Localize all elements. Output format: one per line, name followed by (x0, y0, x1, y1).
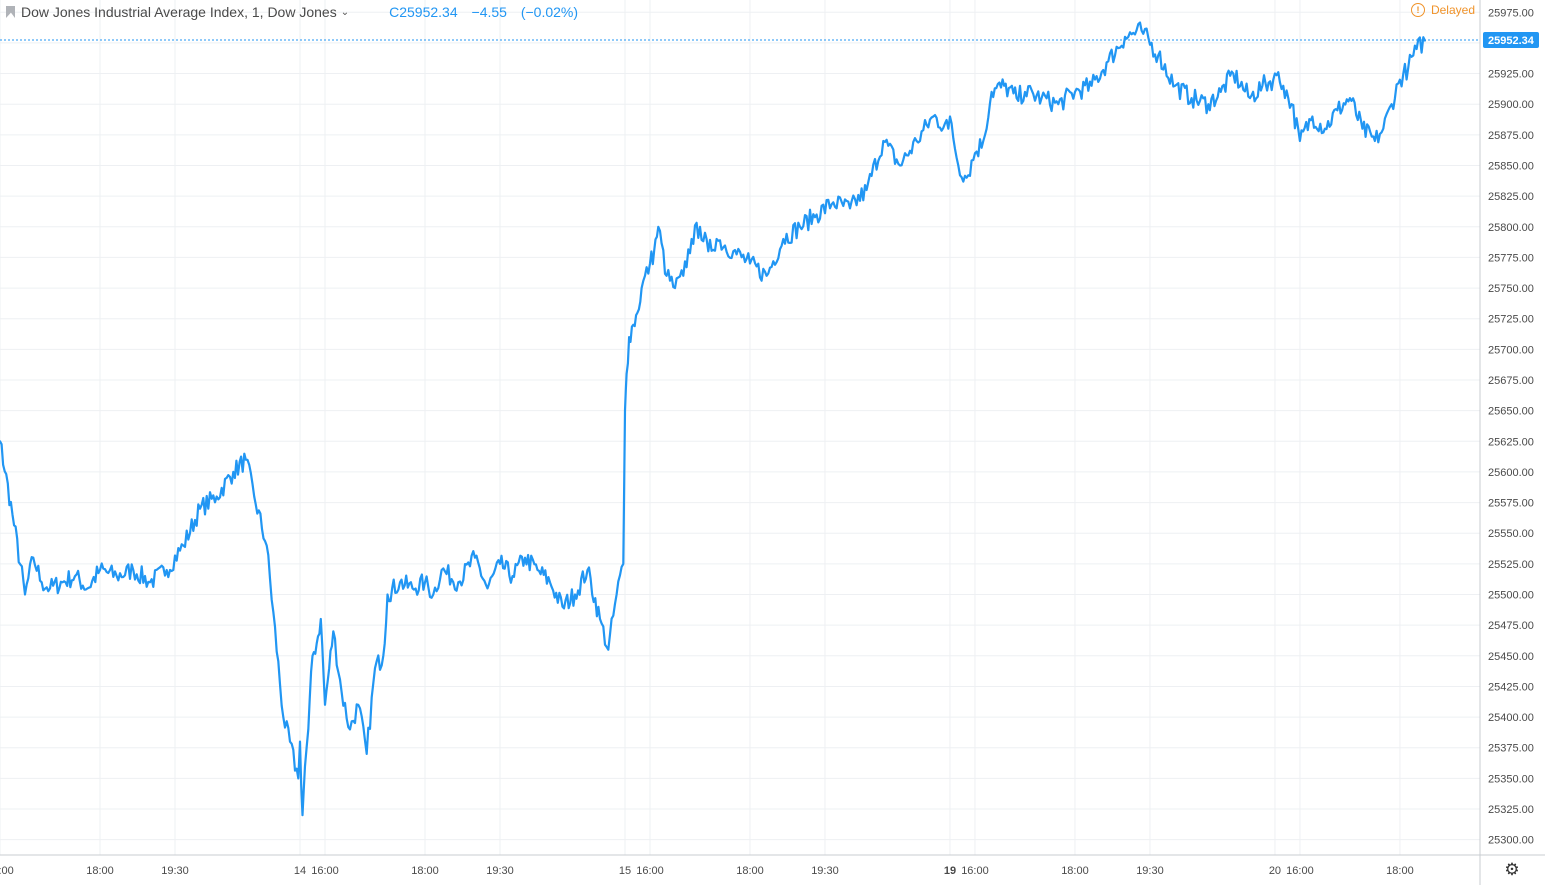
x-tick-label: 16:00 (1286, 865, 1314, 877)
y-tick-label: 25575.00 (1488, 498, 1534, 510)
y-tick-label: 25600.00 (1488, 467, 1534, 479)
y-tick-label: 25850.00 (1488, 160, 1534, 172)
price-change: −4.55 (471, 4, 507, 20)
x-tick-label: 19 (944, 865, 956, 877)
y-tick-label: 25875.00 (1488, 130, 1534, 142)
last-price-badge (1483, 32, 1539, 49)
y-tick-label: 25400.00 (1488, 712, 1534, 724)
y-tick-label: 25975.00 (1488, 7, 1534, 19)
x-tick-label: 16:00 (311, 865, 339, 877)
y-tick-label: 25900.00 (1488, 99, 1534, 111)
delayed-label: Delayed (1430, 3, 1475, 17)
x-tick-label: 18:00 (411, 865, 439, 877)
y-tick-label: 25825.00 (1488, 191, 1534, 203)
y-tick-label: 25375.00 (1488, 743, 1534, 755)
y-tick-label: 25675.00 (1488, 375, 1534, 387)
price-value: 25952.34 (399, 4, 458, 20)
y-tick-label: 25475.00 (1488, 620, 1534, 632)
legend-bar: Dow Jones Industrial Average Index, 1, D… (6, 2, 588, 22)
time-axis[interactable]: 16:00 18:00 19:30 14 16:00 18:00 19:30 15 16:00 1… (0, 865, 1414, 877)
y-tick-label: 25350.00 (1488, 773, 1534, 785)
x-tick-label: 16:00 (961, 865, 989, 877)
y-tick-label: 25800.00 (1488, 222, 1534, 234)
x-tick-label: 18:00 (1386, 865, 1414, 877)
price-prefix: C (389, 4, 400, 20)
y-tick-label: 25700.00 (1488, 344, 1534, 356)
x-tick-label: 18:00 (86, 865, 114, 877)
x-tick-label: 18:00 (1061, 865, 1089, 877)
y-tick-label: 25550.00 (1488, 528, 1534, 540)
grid-lines (0, 0, 1480, 855)
y-tick-label: 25300.00 (1488, 835, 1534, 847)
warning-icon: ! (1410, 3, 1425, 17)
x-tick-label: 19:30 (1136, 865, 1164, 877)
x-tick-label: 20 (1269, 865, 1281, 877)
x-tick-label: 14 (294, 865, 306, 877)
x-tick-label: 19:30 (161, 865, 189, 877)
x-tick-label: 19:30 (811, 865, 839, 877)
y-tick-label: 25500.00 (1488, 590, 1534, 602)
y-tick-label: 25450.00 (1488, 651, 1534, 663)
y-tick-label: 25325.00 (1488, 804, 1534, 816)
x-tick-label: 19:30 (486, 865, 514, 877)
y-tick-label: 25525.00 (1488, 559, 1534, 571)
last-price-tag: 25952.34 (1483, 32, 1539, 49)
x-tick-label: 16:00 (636, 865, 664, 877)
settings-gear-icon[interactable]: ⚙ (1504, 860, 1520, 879)
price-change-pct: (−0.02%) (520, 4, 579, 20)
y-tick-label: 25650.00 (1488, 406, 1534, 418)
x-tick-label: 16:00 (0, 865, 14, 877)
symbol-title[interactable]: Dow Jones Industrial Average Index, 1, D… (21, 4, 337, 20)
y-tick-label: 25725.00 (1488, 314, 1534, 326)
price-series-line (0, 21, 1426, 817)
y-tick-label: 25425.00 (1488, 681, 1534, 693)
chevron-down-icon[interactable]: ⌄ (340, 6, 350, 18)
x-tick-label: 15 (619, 865, 631, 877)
bookmark-icon[interactable] (6, 6, 15, 18)
y-tick-label: 25925.00 (1488, 69, 1534, 81)
last-price-label: 25952.34 (1488, 35, 1535, 47)
price-axis[interactable]: 25300.00 25325.00 25350.00 25375.00 25400.00… (1488, 7, 1534, 846)
price-readout: C25952.34 −4.55 (−0.02%) (389, 4, 588, 20)
delayed-status[interactable]: ! Delayed (1410, 3, 1475, 17)
y-tick-label: 25750.00 (1488, 283, 1534, 295)
y-tick-label: 25775.00 (1488, 252, 1534, 264)
x-tick-label: 18:00 (736, 865, 764, 877)
y-tick-label: 25625.00 (1488, 436, 1534, 448)
